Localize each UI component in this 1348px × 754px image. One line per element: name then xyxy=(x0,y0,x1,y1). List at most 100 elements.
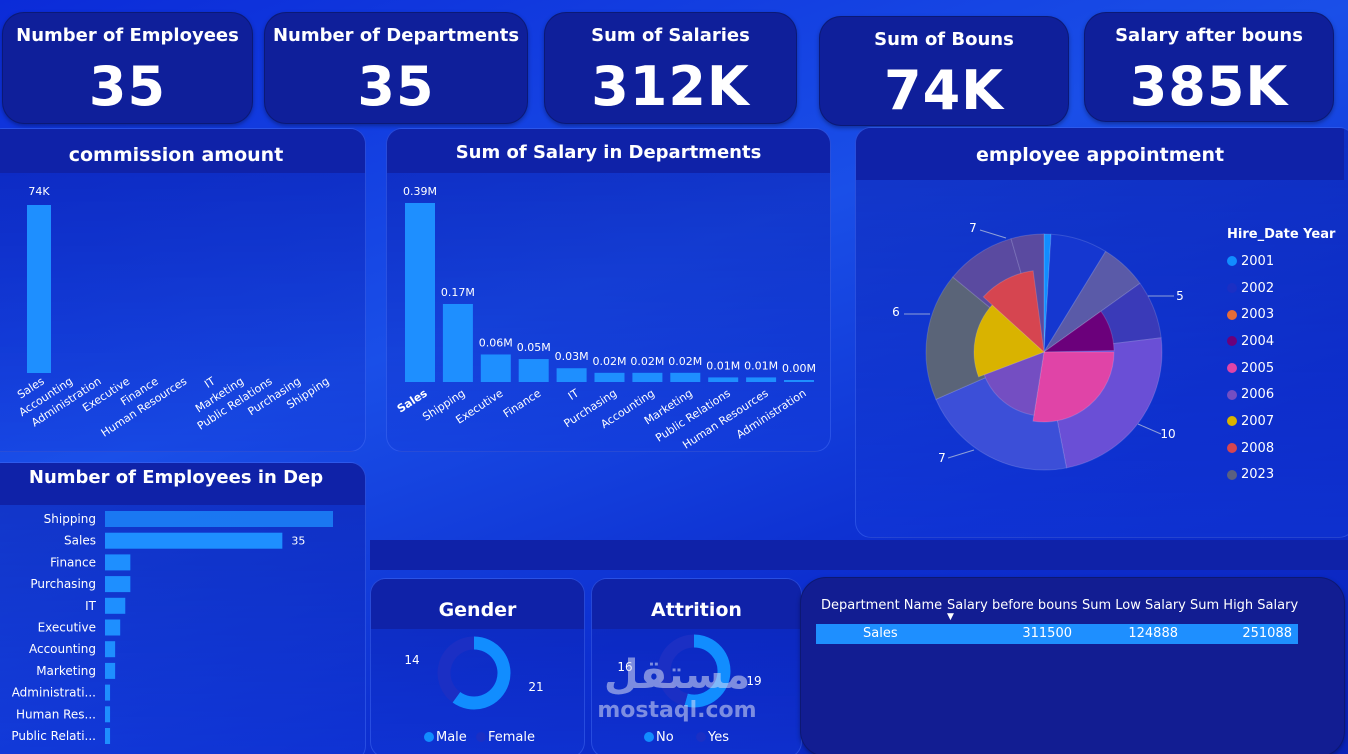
leader-line xyxy=(947,449,975,459)
legend-item[interactable]: 2004 xyxy=(1227,328,1274,355)
gender-title: Gender xyxy=(371,579,584,629)
slice-label: 6 xyxy=(892,305,900,319)
bar xyxy=(594,372,625,382)
bar xyxy=(105,576,131,593)
slice-label: 7 xyxy=(938,451,946,465)
legend-label: 2002 xyxy=(1241,280,1275,296)
data-label: 0.02M xyxy=(630,355,664,368)
appointment-panel: employee appointment 7 5 10 7 6 Hire_Date Ye… xyxy=(855,127,1348,538)
kpi-value: 385K xyxy=(1129,55,1289,118)
data-label: 0.02M xyxy=(593,355,627,368)
legend-label: No xyxy=(656,730,674,745)
table-row[interactable]: Sales 311500 124888 251088 xyxy=(816,624,1298,644)
category-label: Human Res... xyxy=(16,707,96,721)
legend-item[interactable]: 2002 xyxy=(1227,275,1274,302)
category-label: Shipping xyxy=(44,512,96,526)
bar xyxy=(784,380,814,382)
donut-label: 14 xyxy=(404,653,419,667)
pie-slice xyxy=(1042,310,1115,353)
kpi-card-departments: Number of Departments 35 xyxy=(264,12,528,124)
attrition-chart: 16 19 No Yes xyxy=(617,634,762,745)
bar xyxy=(105,728,111,744)
legend-label: 2023 xyxy=(1241,467,1275,483)
cell-high-salary: 251088 xyxy=(1242,626,1292,641)
data-label: 35 xyxy=(291,535,305,548)
donut-segment xyxy=(437,636,475,703)
kpi-card-after-bonus: Salary after bouns 385K xyxy=(1084,12,1334,122)
kpi-value: 35 xyxy=(357,55,435,118)
bar xyxy=(105,684,111,701)
kpi-value: 312K xyxy=(591,55,750,118)
pie-slice xyxy=(1043,233,1107,353)
legend-label: 2006 xyxy=(1241,387,1275,403)
category-label: Administrati... xyxy=(12,686,96,700)
category-label: IT xyxy=(202,374,218,390)
appointment-chart: 7 5 10 7 6 xyxy=(892,221,1184,471)
category-label: Finance xyxy=(50,555,96,569)
category-label: Accounting xyxy=(29,642,96,656)
legend-label: Yes xyxy=(707,730,729,745)
bar xyxy=(670,372,701,382)
legend-label: Male xyxy=(436,730,467,745)
legend-item[interactable]: 2005 xyxy=(1227,355,1274,382)
leader-line xyxy=(1137,423,1162,435)
data-label: 0.06M xyxy=(479,336,513,349)
donut-label: 16 xyxy=(617,660,632,674)
dept-table-card: Department Name Salary before bouns ▼ Su… xyxy=(800,577,1345,754)
bar xyxy=(480,354,511,382)
watermark-arabic: مستقل xyxy=(603,652,751,698)
kpi-title: Sum of Salaries xyxy=(591,25,750,46)
legend-item[interactable]: 2003 xyxy=(1227,301,1274,328)
legend-item[interactable]: 2001 xyxy=(1227,248,1274,275)
legend-dot-icon xyxy=(1227,336,1237,347)
salary-dept-title: Sum of Salary in Departments xyxy=(387,129,830,173)
donut-segment xyxy=(452,636,511,710)
legend-label: 2003 xyxy=(1241,307,1275,323)
legend-label: 2008 xyxy=(1241,440,1275,456)
category-label: Purchasing xyxy=(30,577,96,591)
category-label: Marketing xyxy=(36,664,96,678)
legend-dot-icon xyxy=(644,732,654,742)
legend-item[interactable]: 2007 xyxy=(1227,408,1274,435)
legend-item[interactable]: 2006 xyxy=(1227,381,1274,408)
legend-label: 2005 xyxy=(1241,360,1275,376)
pie-slice xyxy=(983,351,1045,416)
legend-item[interactable]: 2008 xyxy=(1227,435,1274,462)
commission-chart: 74KSalesAccountingAdministrationExecutiv… xyxy=(15,185,332,440)
kpi-title: Number of Employees xyxy=(16,25,239,46)
header-low-salary[interactable]: Sum Low Salary xyxy=(1082,598,1186,613)
donut-segment xyxy=(684,634,731,708)
legend-dot-icon xyxy=(1227,363,1237,374)
header-department[interactable]: Department Name xyxy=(821,598,943,613)
attrition-title: Attrition xyxy=(592,579,801,629)
watermark: مستقل mostaql.com xyxy=(592,652,762,742)
legend-dot-icon xyxy=(1227,443,1237,454)
kpi-value: 74K xyxy=(884,59,1004,122)
data-label: 0.03M xyxy=(555,350,589,363)
legend-dot-icon xyxy=(1227,389,1237,400)
appointment-title: employee appointment xyxy=(856,128,1344,180)
legend-item[interactable]: 2023 xyxy=(1227,462,1274,489)
appointment-legend: 2001 2002 2003 2004 2005 2006 2007 2008 2023 xyxy=(1227,248,1274,488)
appointment-legend-title: Hire_Date Year xyxy=(1227,227,1336,242)
kpi-title: Sum of Bouns xyxy=(874,29,1014,50)
bar xyxy=(405,203,435,382)
legend-dot-icon xyxy=(696,732,706,742)
emp-dep-title: Number of Employees in Dep xyxy=(0,463,365,505)
legend-label: 2004 xyxy=(1241,333,1275,349)
donut-label: 21 xyxy=(528,680,543,694)
category-label: Sales xyxy=(64,534,96,548)
legend-label: Female xyxy=(488,730,535,745)
bar xyxy=(105,619,121,636)
category-label: Executive xyxy=(38,621,96,635)
legend-dot-icon xyxy=(1227,416,1237,427)
bar xyxy=(556,368,587,382)
header-high-salary[interactable]: Sum High Salary xyxy=(1190,598,1299,613)
bar xyxy=(105,662,116,679)
bar xyxy=(518,359,549,382)
data-label: 0.00M xyxy=(782,362,816,375)
commission-title: commission amount xyxy=(0,129,365,173)
donut-segment xyxy=(657,634,695,707)
header-salary-before[interactable]: Salary before bouns xyxy=(947,598,1078,613)
bar xyxy=(442,303,473,382)
